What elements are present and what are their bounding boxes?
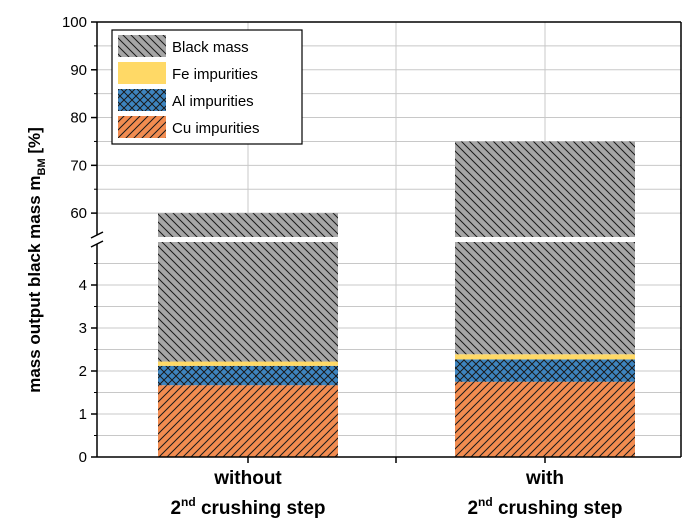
y-tick-label: 2 [79, 363, 87, 380]
ticks-layer: 0 1 2 3 4 60 70 80 90 100 [62, 14, 546, 466]
y-axis-label-unit: [%] [25, 127, 44, 158]
legend-label-al-impurities: Al impurities [172, 93, 254, 110]
category-label: without [213, 468, 282, 489]
y-tick-label: 70 [70, 157, 87, 174]
axes-layer [90, 21, 682, 458]
break-mark [90, 240, 104, 248]
bar-fe-impurities [158, 361, 338, 366]
category-sublabel: 2nd crushing step [170, 495, 325, 519]
y-axis-label-subscript: BM [36, 158, 48, 175]
legend-swatch-pattern-al-impurities [118, 89, 166, 111]
bar-pattern-al-impurities [455, 359, 635, 382]
y-tick-label: 1 [79, 406, 87, 423]
y-tick-label: 4 [79, 277, 87, 294]
legend-label-fe-impurities: Fe impurities [172, 66, 258, 83]
bar-pattern-black-mass [158, 213, 338, 237]
bar-pattern-black-mass [455, 242, 635, 355]
y-tick-label: 0 [79, 449, 87, 466]
category-labels: without 2nd crushing step with 2nd crushing… [170, 468, 622, 519]
y-tick-label: 60 [70, 205, 87, 222]
category-sublabel: 2nd crushing step [467, 495, 622, 519]
y-axis-label: mass output black mass mBM [%] [25, 127, 48, 393]
bar-pattern-cu-impurities [158, 385, 338, 457]
bar-pattern-black-mass [455, 141, 635, 237]
bar-fe-impurities [455, 354, 635, 360]
legend-swatch-pattern-cu-impurities [118, 116, 166, 138]
axis-break-gap [158, 237, 338, 242]
break-mark [90, 231, 104, 239]
y-tick-label: 80 [70, 110, 87, 127]
legend-label-cu-impurities: Cu impurities [172, 120, 260, 137]
category-label: with [525, 468, 564, 489]
legend-swatch-pattern-black-mass [118, 35, 166, 57]
bar-pattern-black-mass [158, 242, 338, 362]
bars-layer [158, 141, 635, 457]
y-tick-label: 100 [62, 14, 87, 31]
legend: Black mass Fe impurities Al impurities Cu i… [111, 29, 303, 145]
legend-swatch-fe-impurities [118, 62, 166, 84]
y-tick-label: 3 [79, 320, 87, 337]
bar-pattern-cu-impurities [455, 381, 635, 457]
y-tick-label: 90 [70, 62, 87, 79]
bar-pattern-al-impurities [158, 365, 338, 386]
legend-label-black-mass: Black mass [172, 39, 249, 56]
axis-break-gap [455, 237, 635, 242]
y-axis-label-main: mass output black mass m [25, 175, 44, 392]
